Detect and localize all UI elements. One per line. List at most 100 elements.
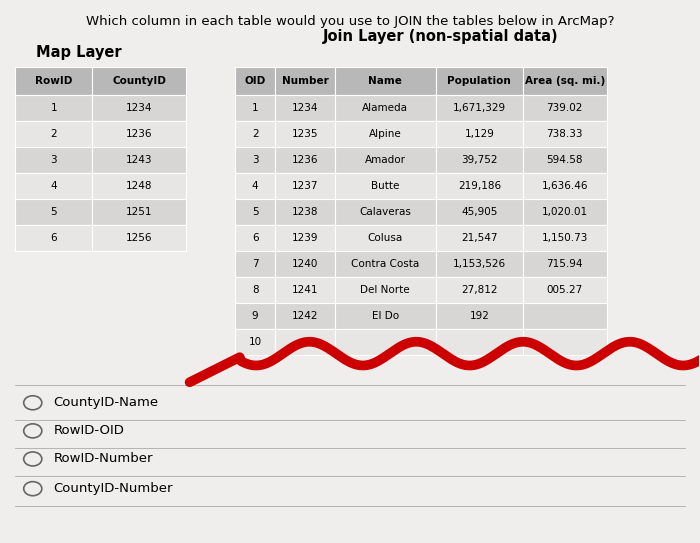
FancyBboxPatch shape xyxy=(235,67,275,96)
FancyBboxPatch shape xyxy=(335,251,436,277)
FancyBboxPatch shape xyxy=(92,147,186,173)
Text: 1238: 1238 xyxy=(292,207,318,217)
FancyBboxPatch shape xyxy=(15,173,92,199)
FancyBboxPatch shape xyxy=(436,96,523,121)
FancyBboxPatch shape xyxy=(15,225,92,251)
Text: 1241: 1241 xyxy=(292,285,318,295)
FancyBboxPatch shape xyxy=(275,225,335,251)
FancyBboxPatch shape xyxy=(523,121,607,147)
FancyBboxPatch shape xyxy=(15,121,92,147)
FancyBboxPatch shape xyxy=(275,173,335,199)
FancyBboxPatch shape xyxy=(15,96,92,121)
Text: 1235: 1235 xyxy=(292,129,318,140)
FancyBboxPatch shape xyxy=(15,67,92,96)
Text: 1234: 1234 xyxy=(126,103,153,113)
FancyBboxPatch shape xyxy=(275,277,335,303)
Text: 1251: 1251 xyxy=(126,207,153,217)
FancyBboxPatch shape xyxy=(335,121,436,147)
FancyBboxPatch shape xyxy=(436,225,523,251)
Text: 738.33: 738.33 xyxy=(547,129,583,140)
FancyBboxPatch shape xyxy=(523,225,607,251)
Text: 1,636.46: 1,636.46 xyxy=(542,181,588,191)
FancyBboxPatch shape xyxy=(523,199,607,225)
Text: 21,547: 21,547 xyxy=(461,233,498,243)
Text: Which column in each table would you use to JOIN the tables below in ArcMap?: Which column in each table would you use… xyxy=(85,15,615,28)
FancyBboxPatch shape xyxy=(235,303,275,329)
FancyBboxPatch shape xyxy=(523,173,607,199)
Text: 005.27: 005.27 xyxy=(547,285,583,295)
Text: 1236: 1236 xyxy=(292,155,318,165)
FancyBboxPatch shape xyxy=(235,277,275,303)
FancyBboxPatch shape xyxy=(275,147,335,173)
Text: 192: 192 xyxy=(470,311,489,321)
Text: 3: 3 xyxy=(252,155,258,165)
Text: 1236: 1236 xyxy=(126,129,153,140)
Text: Area (sq. mi.): Area (sq. mi.) xyxy=(524,77,605,86)
Text: Calaveras: Calaveras xyxy=(359,207,411,217)
Text: 1240: 1240 xyxy=(292,259,318,269)
FancyBboxPatch shape xyxy=(235,251,275,277)
Text: 1243: 1243 xyxy=(126,155,153,165)
FancyBboxPatch shape xyxy=(335,96,436,121)
FancyBboxPatch shape xyxy=(92,225,186,251)
Text: Amador: Amador xyxy=(365,155,406,165)
Text: 739.02: 739.02 xyxy=(547,103,583,113)
Text: 594.58: 594.58 xyxy=(547,155,583,165)
Text: 6: 6 xyxy=(252,233,258,243)
FancyBboxPatch shape xyxy=(436,147,523,173)
Text: CountyID-Number: CountyID-Number xyxy=(54,482,173,495)
FancyBboxPatch shape xyxy=(235,121,275,147)
FancyBboxPatch shape xyxy=(335,329,436,355)
FancyBboxPatch shape xyxy=(436,173,523,199)
Text: 5: 5 xyxy=(252,207,258,217)
FancyBboxPatch shape xyxy=(275,121,335,147)
FancyBboxPatch shape xyxy=(275,67,335,96)
FancyBboxPatch shape xyxy=(335,277,436,303)
Text: CountyID-Name: CountyID-Name xyxy=(54,396,159,409)
Text: 2: 2 xyxy=(252,129,258,140)
Text: 1239: 1239 xyxy=(292,233,318,243)
Text: 10: 10 xyxy=(248,337,262,347)
Text: 1237: 1237 xyxy=(292,181,318,191)
FancyBboxPatch shape xyxy=(92,199,186,225)
Text: Butte: Butte xyxy=(371,181,400,191)
Text: 1242: 1242 xyxy=(292,311,318,321)
FancyBboxPatch shape xyxy=(235,225,275,251)
FancyBboxPatch shape xyxy=(335,173,436,199)
Text: 1256: 1256 xyxy=(126,233,153,243)
Text: CountyID: CountyID xyxy=(112,77,166,86)
Text: Alameda: Alameda xyxy=(362,103,408,113)
Text: Del Norte: Del Norte xyxy=(360,285,410,295)
FancyBboxPatch shape xyxy=(436,303,523,329)
Text: Contra Costa: Contra Costa xyxy=(351,259,419,269)
FancyBboxPatch shape xyxy=(235,173,275,199)
FancyBboxPatch shape xyxy=(15,199,92,225)
Text: 3: 3 xyxy=(50,155,57,165)
FancyBboxPatch shape xyxy=(335,67,436,96)
Text: 1,020.01: 1,020.01 xyxy=(542,207,588,217)
FancyBboxPatch shape xyxy=(436,251,523,277)
FancyBboxPatch shape xyxy=(92,67,186,96)
FancyBboxPatch shape xyxy=(523,251,607,277)
Text: 1,671,329: 1,671,329 xyxy=(453,103,506,113)
FancyBboxPatch shape xyxy=(235,147,275,173)
FancyBboxPatch shape xyxy=(436,277,523,303)
Text: 1,150.73: 1,150.73 xyxy=(542,233,588,243)
Text: 1: 1 xyxy=(50,103,57,113)
FancyBboxPatch shape xyxy=(235,199,275,225)
FancyBboxPatch shape xyxy=(523,329,607,355)
Text: 1,153,526: 1,153,526 xyxy=(453,259,506,269)
Text: 8: 8 xyxy=(252,285,258,295)
Text: 45,905: 45,905 xyxy=(461,207,498,217)
Text: RowID-OID: RowID-OID xyxy=(54,425,125,437)
FancyBboxPatch shape xyxy=(523,303,607,329)
FancyBboxPatch shape xyxy=(15,147,92,173)
FancyBboxPatch shape xyxy=(92,173,186,199)
FancyBboxPatch shape xyxy=(275,329,335,355)
Text: 1: 1 xyxy=(252,103,258,113)
FancyBboxPatch shape xyxy=(275,96,335,121)
Text: Alpine: Alpine xyxy=(369,129,402,140)
Text: 219,186: 219,186 xyxy=(458,181,501,191)
FancyBboxPatch shape xyxy=(335,147,436,173)
Text: 4: 4 xyxy=(252,181,258,191)
